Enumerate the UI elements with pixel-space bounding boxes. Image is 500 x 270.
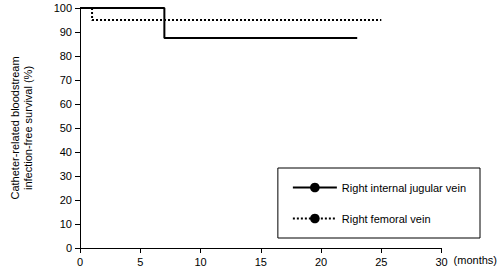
- svg-text:100: 100: [54, 2, 72, 14]
- svg-text:Right internal jugular vein: Right internal jugular vein: [342, 182, 466, 194]
- svg-text:5: 5: [137, 256, 143, 268]
- svg-text:60: 60: [60, 98, 72, 110]
- svg-text:90: 90: [60, 26, 72, 38]
- svg-text:10: 10: [60, 218, 72, 230]
- svg-text:0: 0: [66, 242, 72, 254]
- svg-text:15: 15: [255, 256, 267, 268]
- svg-text:10: 10: [194, 256, 206, 268]
- svg-text:40: 40: [60, 146, 72, 158]
- svg-text:Right femoral vein: Right femoral vein: [342, 213, 431, 225]
- svg-text:30: 30: [435, 256, 447, 268]
- svg-text:infection-free survival (%): infection-free survival (%): [22, 66, 34, 190]
- svg-text:30: 30: [60, 170, 72, 182]
- svg-text:20: 20: [60, 194, 72, 206]
- svg-text:(months): (months): [454, 254, 497, 266]
- svg-text:50: 50: [60, 122, 72, 134]
- svg-text:0: 0: [77, 256, 83, 268]
- svg-text:25: 25: [375, 256, 387, 268]
- svg-text:70: 70: [60, 74, 72, 86]
- svg-text:80: 80: [60, 50, 72, 62]
- svg-text:Catheter-related bloodstream: Catheter-related bloodstream: [9, 56, 21, 199]
- svg-text:20: 20: [315, 256, 327, 268]
